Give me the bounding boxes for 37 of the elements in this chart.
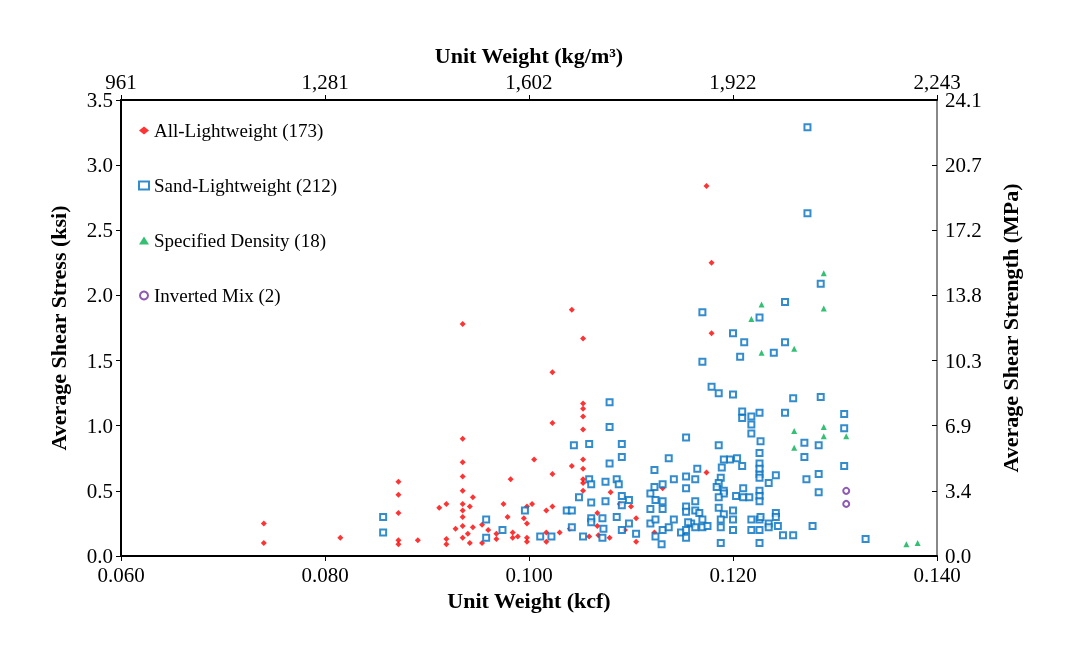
- x2-tick-label: 1,281: [301, 69, 349, 94]
- point: [914, 539, 921, 546]
- x2-tick-label: 1,922: [709, 69, 757, 94]
- y-tick-label: 1.0: [86, 413, 113, 438]
- x-tick-label: 0.120: [709, 562, 757, 587]
- point: [758, 301, 765, 308]
- y-tick-label: 2.5: [86, 218, 113, 243]
- point: [791, 345, 798, 352]
- x-tick-label: 0.100: [505, 562, 553, 587]
- legend-label: Specified Density (18): [154, 230, 327, 252]
- x2-axis-title: Unit Weight (kg/m³): [434, 42, 624, 68]
- point: [903, 541, 910, 548]
- y2-tick-label: 20.7: [945, 153, 982, 178]
- point: [748, 315, 755, 322]
- x-tick-label: 0.080: [301, 562, 349, 587]
- legend-label: Sand-Lightweight (212): [154, 175, 338, 197]
- y-axis-title: Average Shear Stress (ksi): [45, 205, 71, 451]
- x-axis-title: Unit Weight (kcf): [447, 588, 611, 614]
- point: [842, 499, 851, 508]
- point: [791, 444, 798, 451]
- x2-tick-label: 1,602: [505, 69, 553, 94]
- y2-tick-label: 13.8: [945, 283, 982, 308]
- point: [842, 486, 851, 495]
- y-tick-label: 3.0: [86, 153, 113, 178]
- point: [791, 427, 798, 434]
- legend-label: All-Lightweight (173): [154, 120, 324, 142]
- y2-tick-label: 17.2: [945, 218, 982, 243]
- y-tick-label: 1.5: [86, 348, 113, 373]
- y-tick-label: 0.5: [86, 478, 113, 503]
- y2-tick-label: 3.4: [945, 478, 972, 503]
- y-tick-label: 2.0: [86, 283, 113, 308]
- y2-axis-title: Average Shear Strength (MPa): [997, 183, 1023, 473]
- legend-label: Inverted Mix (2): [154, 285, 281, 307]
- point: [758, 349, 765, 356]
- point: [820, 424, 827, 431]
- y2-tick-label: 6.9: [945, 413, 972, 438]
- y2-tick-label: 10.3: [945, 348, 982, 373]
